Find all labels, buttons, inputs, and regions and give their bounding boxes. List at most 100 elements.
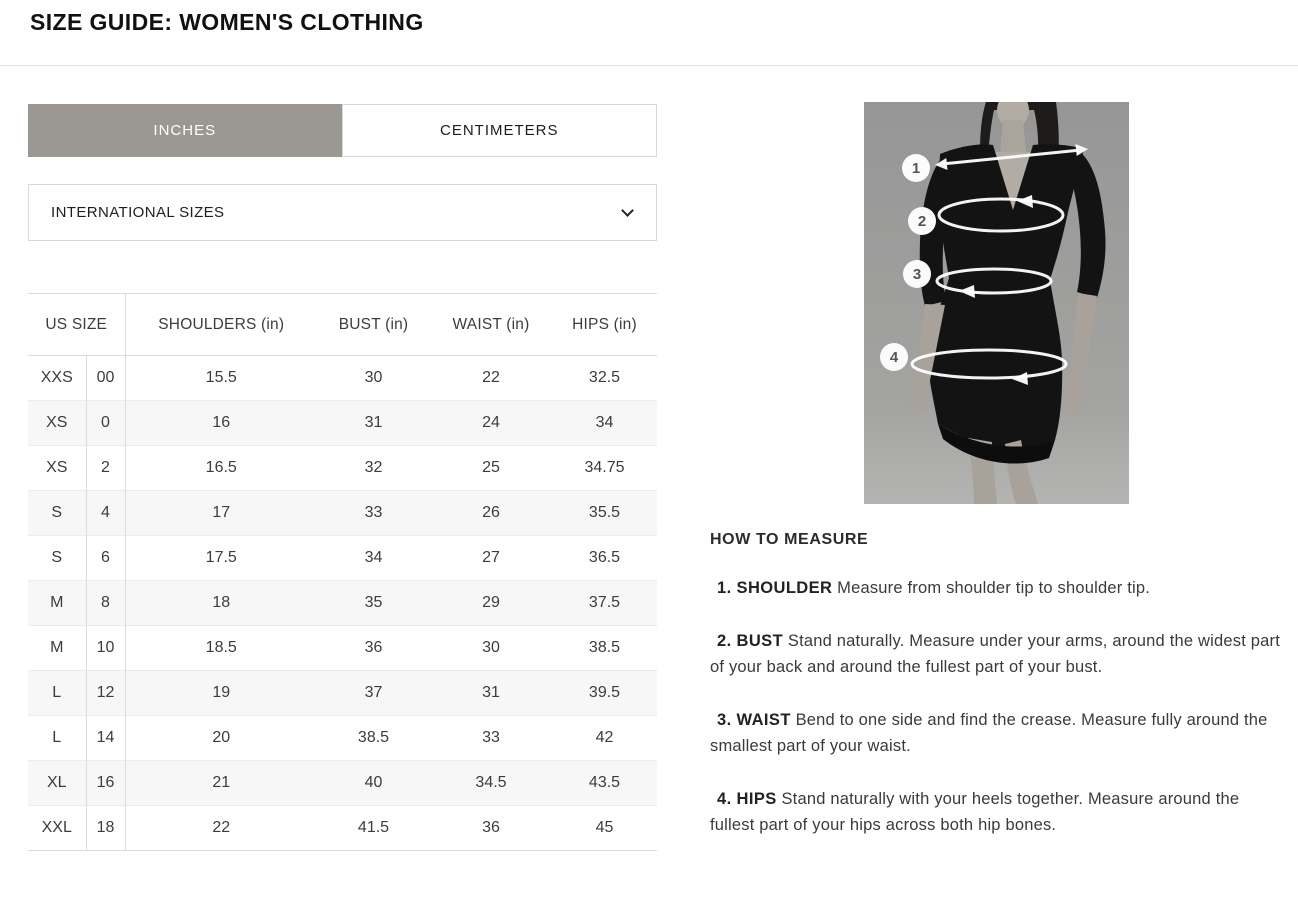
cell-waist: 33: [482, 729, 500, 746]
model-right-forearm: [1066, 293, 1097, 393]
cell-us-number: 8: [86, 580, 126, 626]
measure-item-bust-label: 2. BUST: [717, 631, 784, 650]
cell-us-number: 16: [86, 760, 126, 806]
cell-bust: 30: [364, 369, 383, 386]
how-to-measure-column: 1 2 3 4 HOW TO MEASURE 1. SHOULDER Measu…: [657, 92, 1298, 851]
cell-hips: 38.5: [588, 639, 621, 656]
cell-shoulders: 19: [212, 684, 231, 701]
cell-bust: 34: [364, 549, 383, 566]
cell-bust: 33: [364, 504, 383, 521]
model-left-forearm: [911, 304, 945, 395]
model-hem: [937, 424, 1055, 464]
cell-waist: 30: [482, 639, 500, 656]
cell-bust: 37: [364, 684, 383, 701]
cell-shoulders: 18.5: [205, 639, 237, 656]
cell-hips: 36.5: [588, 549, 621, 566]
cell-size-label: XXL: [28, 805, 87, 851]
marker-label-3: 3: [912, 266, 920, 283]
cell-bust: 38.5: [357, 729, 390, 746]
measure-instructions: 1. SHOULDER Measure from shoulder tip to…: [710, 575, 1282, 839]
tab-inches[interactable]: INCHES: [28, 104, 342, 157]
marker-label-4: 4: [889, 349, 898, 366]
model-right-hand: [1066, 388, 1083, 416]
shoulder-arrowhead-right: [1074, 144, 1088, 156]
bust-measure-ellipse: [937, 197, 1064, 233]
cell-size-label: L: [28, 670, 87, 716]
cell-size-label: M: [28, 580, 87, 626]
hips-measure-ellipse: [910, 348, 1067, 380]
cell-waist: 25: [482, 459, 500, 476]
model-dress: [927, 144, 1084, 448]
cell-bust: 31: [364, 414, 383, 431]
size-table-body: XXS 00 15.5 30 22 32.5 XS 0 16 31 24 34 …: [28, 355, 657, 851]
table-row: XS 0 16 31 24 34: [28, 400, 657, 446]
marker-label-2: 2: [917, 213, 925, 230]
marker-circle-3: [902, 260, 931, 288]
international-sizes-label: INTERNATIONAL SIZES: [51, 204, 225, 221]
marker-circle-4: [879, 343, 908, 371]
cell-waist: 34.5: [475, 774, 507, 791]
column-header-waist: WAIST (in): [430, 293, 552, 356]
measure-item-shoulder-text: Measure from shoulder tip to shoulder ti…: [837, 579, 1151, 597]
table-row: L 14 20 38.5 33 42: [28, 715, 657, 761]
marker-circle-1: [901, 154, 930, 182]
column-header-bust: BUST (in): [317, 293, 430, 356]
table-row: XXS 00 15.5 30 22 32.5: [28, 355, 657, 401]
cell-us-number: 4: [86, 490, 126, 536]
cell-shoulders: 16.5: [205, 459, 237, 476]
cell-shoulders: 20: [212, 729, 231, 746]
measure-item-bust-text: Stand naturally. Measure under your arms…: [710, 631, 1281, 677]
cell-hips: 35.5: [588, 504, 621, 521]
cell-size-label: M: [28, 625, 87, 671]
cell-size-label: XS: [28, 445, 87, 491]
table-row: M 10 18.5 36 30 38.5: [28, 625, 657, 671]
cell-waist: 22: [482, 369, 500, 386]
cell-shoulders: 18: [212, 594, 231, 611]
cell-waist: 31: [482, 684, 500, 701]
measure-markers: 1 2 3 4: [879, 154, 936, 371]
cell-bust: 36: [364, 639, 383, 656]
header-divider: [0, 65, 1298, 66]
international-sizes-select[interactable]: INTERNATIONAL SIZES: [28, 184, 657, 241]
tab-centimeters[interactable]: CENTIMETERS: [341, 104, 657, 157]
table-row: S 4 17 33 26 35.5: [28, 490, 657, 536]
cell-hips: 39.5: [588, 684, 621, 701]
chevron-down-icon: [621, 203, 634, 217]
model-left-hand: [909, 389, 926, 415]
table-row: S 6 17.5 34 27 36.5: [28, 535, 657, 581]
cell-us-number: 14: [86, 715, 126, 761]
measure-item-hips-text: Stand naturally with your heels together…: [710, 789, 1240, 835]
shoulder-measure-line: [941, 148, 1081, 166]
page-header: SIZE GUIDE: WOMEN'S CLOTHING: [0, 0, 1298, 65]
model-right-sleeve: [1065, 150, 1106, 298]
cell-waist: 36: [482, 819, 500, 836]
cell-shoulders: 22: [212, 819, 231, 836]
cell-us-number: 12: [86, 670, 126, 716]
cell-us-number: 0: [86, 400, 126, 446]
model-neck: [999, 120, 1026, 152]
measure-arrowheads: [934, 144, 1088, 385]
model-photo: 1 2 3 4: [863, 92, 1129, 504]
cell-size-label: S: [28, 535, 87, 581]
measure-item-shoulder: 1. SHOULDER Measure from shoulder tip to…: [710, 575, 1282, 602]
cell-bust: 40: [364, 774, 383, 791]
size-chart-column: INCHES CENTIMETERS INTERNATIONAL SIZES U…: [28, 104, 657, 851]
cell-hips: 34: [595, 414, 614, 431]
cell-us-number: 10: [86, 625, 126, 671]
cell-size-label: L: [28, 715, 87, 761]
unit-tabs: INCHES CENTIMETERS: [28, 104, 657, 157]
cell-shoulders: 15.5: [205, 369, 237, 386]
cell-hips: 37.5: [588, 594, 621, 611]
bust-arrowhead: [1016, 195, 1033, 208]
measurement-figure: 1 2 3 4: [863, 92, 1129, 504]
column-header-us-size: US SIZE: [28, 293, 126, 356]
measure-item-waist-label: 3. WAIST: [717, 710, 791, 729]
cell-bust: 35: [364, 594, 383, 611]
hips-arrowhead: [1011, 372, 1028, 385]
cell-size-label: XL: [28, 760, 87, 806]
size-table: US SIZE SHOULDERS (in) BUST (in) WAIST (…: [28, 293, 657, 851]
cell-bust: 32: [364, 459, 383, 476]
column-header-shoulders: SHOULDERS (in): [125, 293, 317, 356]
measurement-overlays: [910, 148, 1081, 380]
cell-us-number: 18: [86, 805, 126, 851]
